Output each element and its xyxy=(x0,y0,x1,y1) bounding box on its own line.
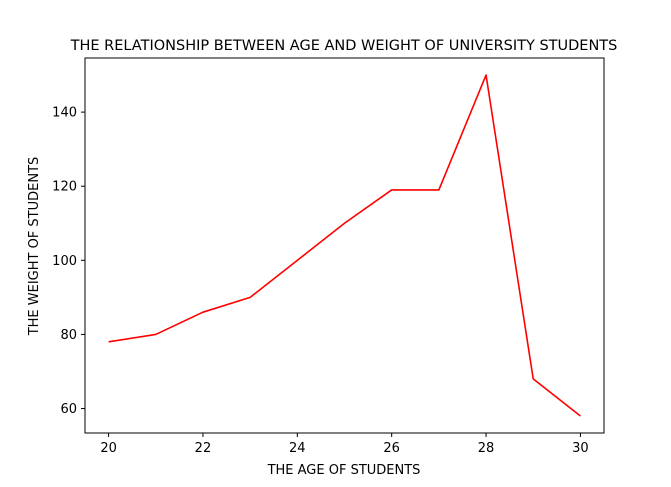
x-tick-label: 22 xyxy=(195,441,212,456)
y-tick-label: 80 xyxy=(60,328,77,343)
plot-frame xyxy=(84,57,605,434)
x-tick-label: 26 xyxy=(383,441,400,456)
x-tick-label: 24 xyxy=(289,441,306,456)
y-tick-label: 100 xyxy=(52,254,77,269)
y-tick-label: 120 xyxy=(52,180,77,195)
plot-background xyxy=(85,58,604,433)
x-tick-label: 30 xyxy=(572,441,589,456)
chart-title: THE RELATIONSHIP BETWEEN AGE AND WEIGHT … xyxy=(70,38,618,54)
x-axis-label: THE AGE OF STUDENTS xyxy=(267,463,421,478)
y-tick-label: 60 xyxy=(60,402,77,417)
x-tick-label: 20 xyxy=(100,441,117,456)
series-line-1 xyxy=(108,74,581,417)
series-layer xyxy=(108,74,581,417)
x-tick-label: 28 xyxy=(478,441,495,456)
plot-area xyxy=(84,57,605,434)
x-axis: 20 22 24 26 28 30 xyxy=(100,433,589,456)
y-axis-label: THE WEIGHT OF STUDENTS xyxy=(27,157,42,337)
y-tick-label: 140 xyxy=(52,106,77,121)
y-axis: 60 80 100 120 140 xyxy=(52,106,85,417)
